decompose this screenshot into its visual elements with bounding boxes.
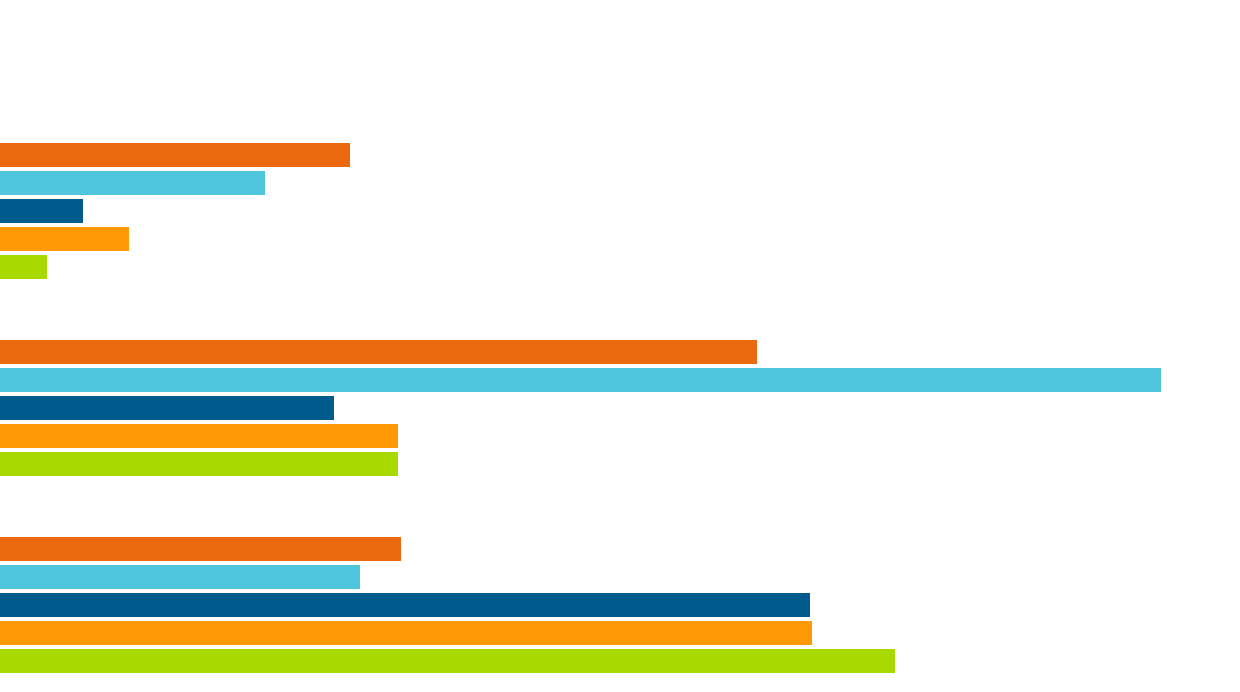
bar	[0, 199, 83, 223]
bar	[0, 143, 350, 167]
bar	[0, 171, 265, 195]
bar	[0, 340, 757, 364]
bar	[0, 593, 810, 617]
bar	[0, 255, 47, 279]
bar	[0, 424, 398, 448]
bar	[0, 649, 895, 673]
bar	[0, 396, 334, 420]
bar	[0, 368, 1161, 392]
bar	[0, 565, 360, 589]
bar	[0, 621, 812, 645]
bar	[0, 452, 398, 476]
bar	[0, 227, 129, 251]
bar	[0, 537, 401, 561]
